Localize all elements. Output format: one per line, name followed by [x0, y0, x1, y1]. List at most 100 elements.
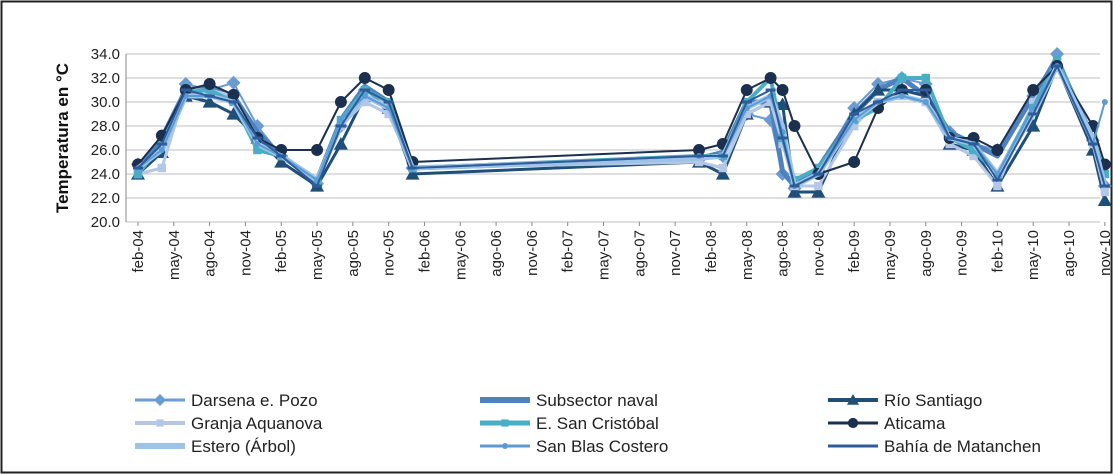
y-tick-label: 28.0 — [91, 118, 120, 135]
data-point — [158, 147, 165, 153]
data-point — [788, 120, 801, 132]
x-tick-label: feb-10 — [989, 230, 1006, 273]
data-point — [226, 107, 241, 120]
data-point — [359, 88, 370, 92]
x-tick-label: feb-04 — [130, 230, 147, 273]
data-point — [361, 93, 368, 99]
data-point — [896, 88, 907, 92]
data-point — [382, 84, 395, 96]
data-point — [1027, 84, 1040, 96]
data-point — [851, 117, 858, 123]
data-point — [407, 166, 418, 170]
data-point — [501, 419, 509, 427]
data-point — [991, 144, 1004, 156]
data-point — [276, 154, 287, 158]
x-tick-label: nov-10 — [1097, 230, 1113, 276]
data-point — [777, 136, 788, 140]
y-tick-label: 32.0 — [91, 70, 120, 87]
data-point — [811, 185, 826, 198]
data-point — [814, 163, 823, 173]
data-point — [898, 93, 905, 99]
data-point — [1101, 99, 1108, 105]
data-point — [133, 166, 143, 170]
legend-label: Granja Aquanova — [191, 414, 323, 433]
x-tick-label: nov-09 — [954, 230, 971, 276]
legend-item: E. San Cristóbal — [480, 414, 659, 433]
data-point — [787, 185, 802, 198]
legend-item: Subsector naval — [480, 391, 658, 410]
data-point — [968, 142, 979, 146]
legend-item: Aticama — [828, 414, 946, 433]
legend-item: Río Santiago — [828, 391, 982, 410]
data-point — [741, 100, 752, 104]
x-tick-label: nov-08 — [810, 230, 827, 276]
data-point — [775, 97, 790, 110]
data-point — [1099, 184, 1110, 188]
data-point — [848, 444, 858, 448]
data-point — [311, 144, 323, 156]
x-tick-label: nov-07 — [667, 230, 684, 276]
data-point — [873, 100, 884, 104]
data-point — [814, 181, 823, 191]
legend-item: Estero (Árbol) — [135, 437, 296, 456]
data-point — [742, 109, 751, 119]
data-point — [871, 83, 886, 96]
data-point — [204, 94, 215, 98]
data-point — [1052, 64, 1063, 68]
data-point — [156, 142, 167, 146]
x-tick-label: nov-04 — [237, 230, 254, 276]
data-point — [360, 97, 369, 107]
data-point — [333, 137, 348, 150]
x-tick-label: may-10 — [1025, 230, 1042, 280]
data-point — [789, 184, 800, 188]
y-tick-label: 22.0 — [91, 190, 120, 207]
data-point — [944, 136, 955, 140]
data-point — [334, 96, 347, 108]
data-point — [776, 84, 789, 96]
y-tick-label: 34.0 — [91, 46, 120, 63]
data-point — [502, 443, 508, 449]
x-tick-label: feb-07 — [560, 230, 577, 273]
data-point — [405, 167, 420, 180]
legend-label: San Blas Costero — [536, 437, 668, 456]
x-tick-label: feb-09 — [846, 230, 863, 273]
data-point — [1028, 112, 1039, 116]
x-tick-label: feb-06 — [416, 230, 433, 273]
x-tick-label: may-05 — [309, 230, 326, 280]
data-point — [694, 157, 704, 167]
legend-label: Río Santiago — [884, 391, 982, 410]
x-tick-label: may-09 — [882, 230, 899, 280]
data-point — [717, 154, 728, 158]
x-tick-label: may-08 — [739, 230, 756, 280]
x-tick-label: ago-07 — [631, 230, 648, 277]
data-point — [945, 139, 954, 149]
data-point — [765, 88, 776, 92]
data-point — [847, 394, 859, 405]
x-tick-label: ago-09 — [918, 230, 935, 277]
data-point — [921, 73, 930, 83]
y-tick-label: 20.0 — [91, 214, 120, 231]
data-point — [847, 417, 859, 429]
legend-item: Darsena e. Pozo — [135, 391, 318, 410]
data-point — [1100, 187, 1110, 197]
x-tick-label: nov-05 — [381, 230, 398, 276]
x-tick-label: nov-06 — [524, 230, 541, 276]
legend-label: E. San Cristóbal — [536, 414, 659, 433]
data-point — [718, 163, 728, 173]
data-point — [849, 121, 859, 131]
data-point — [205, 85, 214, 95]
legend-item: San Blas Costero — [480, 437, 668, 456]
x-tick-label: may-04 — [166, 230, 183, 280]
data-point — [1100, 169, 1110, 179]
x-tick-label: may-07 — [596, 230, 613, 280]
x-tick-label: ago-06 — [488, 230, 505, 277]
data-point — [312, 184, 323, 188]
data-point — [1052, 55, 1062, 65]
data-point — [1029, 97, 1038, 107]
data-point — [764, 72, 777, 84]
data-point — [715, 167, 730, 180]
y-tick-label: 26.0 — [91, 142, 120, 159]
data-point — [383, 100, 394, 104]
